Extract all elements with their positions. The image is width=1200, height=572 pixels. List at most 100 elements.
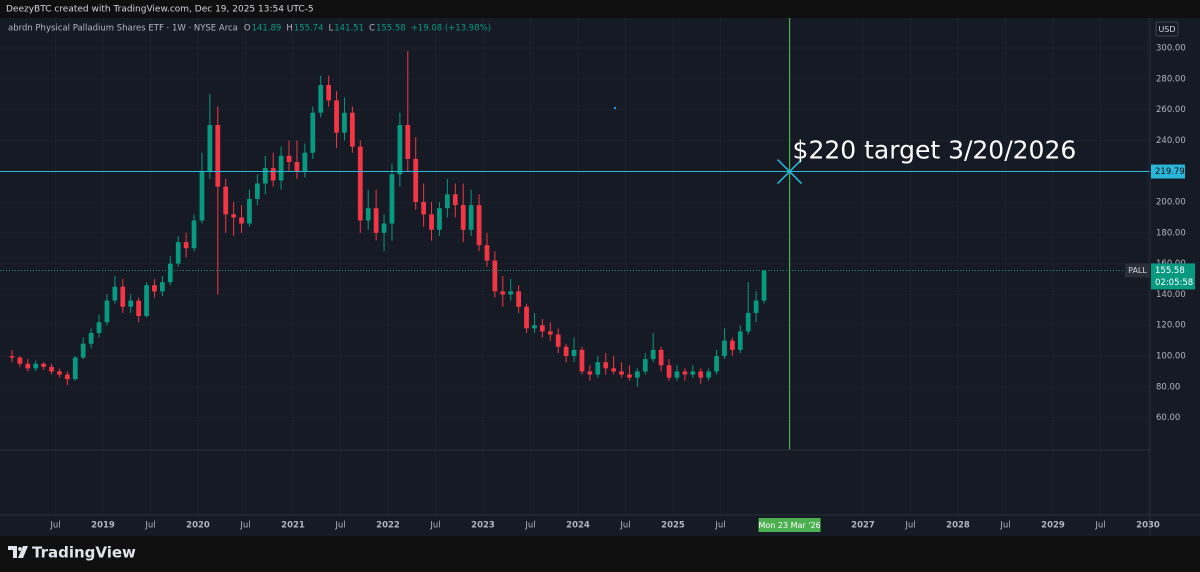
candle-body [342, 112, 347, 133]
candle-body [310, 112, 316, 153]
plot: $220 target 3/20/2026 [0, 18, 1150, 450]
candle-body [25, 363, 31, 369]
candle-body [294, 161, 300, 172]
candle-body [96, 322, 102, 333]
candle-body [80, 343, 86, 358]
x-tick-label: 2025 [661, 521, 685, 531]
candle-body [350, 112, 355, 147]
candle-body [547, 331, 553, 335]
x-tick-label: Jul [429, 521, 440, 531]
candle-body [476, 205, 482, 246]
candle-body [33, 363, 39, 369]
legend-value: 155.58 [376, 24, 406, 34]
candle-body [682, 371, 688, 375]
candle-body [207, 125, 213, 172]
candle-body [658, 349, 664, 366]
candle-body [41, 363, 46, 367]
candle-body [65, 374, 70, 380]
candle-body [405, 125, 411, 159]
x-tick-label: 2021 [281, 521, 305, 531]
annotation: $220 target 3/20/2026 [793, 136, 1077, 165]
candle-body [175, 242, 181, 264]
candle-body [112, 286, 118, 301]
candle-body [540, 325, 545, 332]
candle-body [650, 349, 656, 360]
symbol-box [1125, 263, 1150, 278]
candle-body [389, 174, 395, 224]
logo-icon [8, 546, 28, 558]
candle-body [619, 371, 624, 375]
candle-body [231, 214, 236, 218]
legend-change: +19.08 (+13.98%) [411, 24, 491, 34]
candle-body [603, 362, 609, 369]
symbol: PALL [1128, 266, 1147, 275]
candle-body [635, 371, 640, 378]
x-tick-label: 2030 [1136, 521, 1160, 531]
candle-body [452, 194, 458, 206]
legend-key: C [369, 24, 375, 34]
y-tick-label: 60.00 [1156, 413, 1180, 423]
x-tick-label: Jul [714, 521, 725, 531]
x-tick-label: Jul [1094, 521, 1105, 531]
candle-body [627, 374, 632, 378]
candle-body [690, 371, 696, 375]
candle-body [508, 291, 514, 295]
candle-body [642, 359, 648, 372]
candle-body [381, 223, 387, 233]
candle-body [88, 332, 94, 344]
candle-body [445, 194, 450, 209]
last-price-box [1151, 263, 1195, 290]
drawing-dot [613, 106, 617, 110]
x-tick-label: 2029 [1041, 521, 1065, 531]
candle-body [199, 171, 205, 221]
x-tick-label: 2023 [471, 521, 495, 531]
y-tick-label: 80.00 [1156, 382, 1180, 392]
candle-body [183, 242, 189, 249]
candle-body [706, 371, 711, 378]
candle-body [17, 357, 23, 364]
candle-body [223, 186, 229, 215]
y-tick-label: 280.00 [1156, 74, 1186, 84]
candle-body [72, 357, 78, 380]
x-tick-label: 2027 [851, 521, 875, 531]
legend-key: H [286, 24, 292, 34]
candle-body [468, 205, 474, 230]
header-text: DeezyBTC created with TradingView.com, D… [6, 5, 314, 15]
candle-body [144, 285, 149, 317]
candle-body [666, 365, 672, 378]
currency-box[interactable] [1155, 21, 1179, 37]
y-tick-label: 200.00 [1156, 198, 1186, 208]
candle-body [255, 183, 260, 199]
footer-logo: TradingView [8, 544, 136, 562]
candle-body [753, 300, 759, 313]
candle-body [611, 368, 616, 372]
x-tick-label: 2028 [946, 521, 970, 531]
candle-body [745, 312, 751, 332]
candle-body [270, 168, 276, 181]
candle-body [49, 366, 54, 372]
candle-body [737, 331, 743, 350]
candle-body [160, 282, 165, 292]
y-tick-label: 140.00 [1156, 290, 1186, 300]
last-price-label: 155.58 [1155, 266, 1185, 276]
x-tick-label: Jul [999, 521, 1010, 531]
y-tick-label: 240.00 [1156, 136, 1186, 146]
candle-body [397, 125, 403, 175]
candle-body [524, 306, 529, 329]
candle-body [318, 84, 324, 113]
candle-body [239, 217, 244, 224]
date-label-box [758, 518, 821, 532]
x-tick-label: 2022 [376, 521, 400, 531]
candle-body [500, 291, 506, 295]
candle-body [215, 125, 221, 187]
candle-body [9, 356, 15, 358]
candle-body [698, 371, 704, 378]
date-label: Mon 23 Mar '26 [758, 521, 820, 530]
candle-body [516, 291, 521, 307]
legend-value: 141.89 [252, 24, 282, 34]
candle-body [57, 371, 62, 375]
legend-key: L [329, 24, 334, 34]
candle-body [136, 300, 141, 317]
x-tick-label: Jul [144, 521, 155, 531]
candle-body [555, 334, 561, 347]
